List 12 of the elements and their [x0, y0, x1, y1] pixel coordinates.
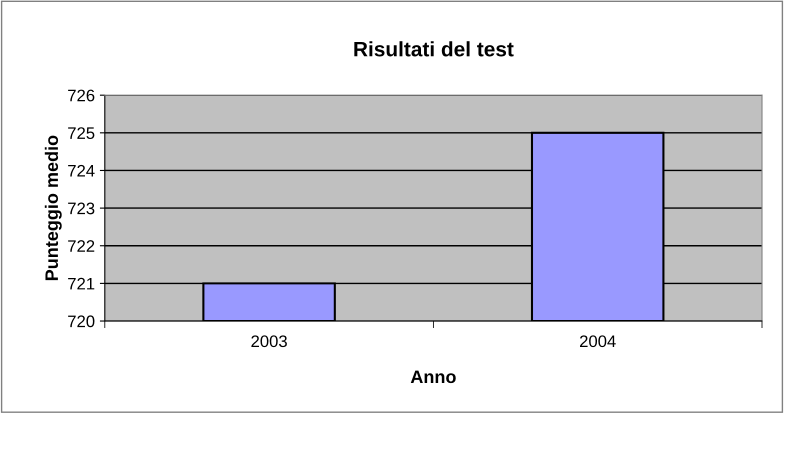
- y-tick-label: 724: [68, 164, 95, 177]
- y-tick-label: 725: [68, 127, 94, 140]
- y-tick-label: 726: [68, 90, 94, 102]
- x-tick-label: 2004: [580, 335, 616, 348]
- chart-title: Risultati del test: [354, 41, 514, 57]
- x-tick-label: 2003: [251, 335, 287, 348]
- y-tick-label: 720: [68, 315, 94, 328]
- y-tick-label: 723: [68, 202, 94, 214]
- y-axis-title: Punteggio medio: [44, 136, 62, 280]
- x-axis-title: Anno: [410, 370, 456, 384]
- y-tick-label: 721: [68, 278, 94, 290]
- y-tick-label: 722: [68, 240, 94, 252]
